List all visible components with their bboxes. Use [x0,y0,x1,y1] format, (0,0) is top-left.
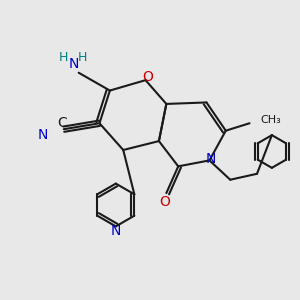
Text: N: N [38,128,48,142]
Text: O: O [159,195,170,209]
Text: H: H [77,51,87,64]
Text: N: N [69,57,80,71]
Text: N: N [206,152,216,166]
Text: CH₃: CH₃ [260,115,281,125]
Text: O: O [142,70,153,84]
Text: C: C [57,116,67,130]
Text: H: H [59,51,68,64]
Text: N: N [111,224,121,238]
